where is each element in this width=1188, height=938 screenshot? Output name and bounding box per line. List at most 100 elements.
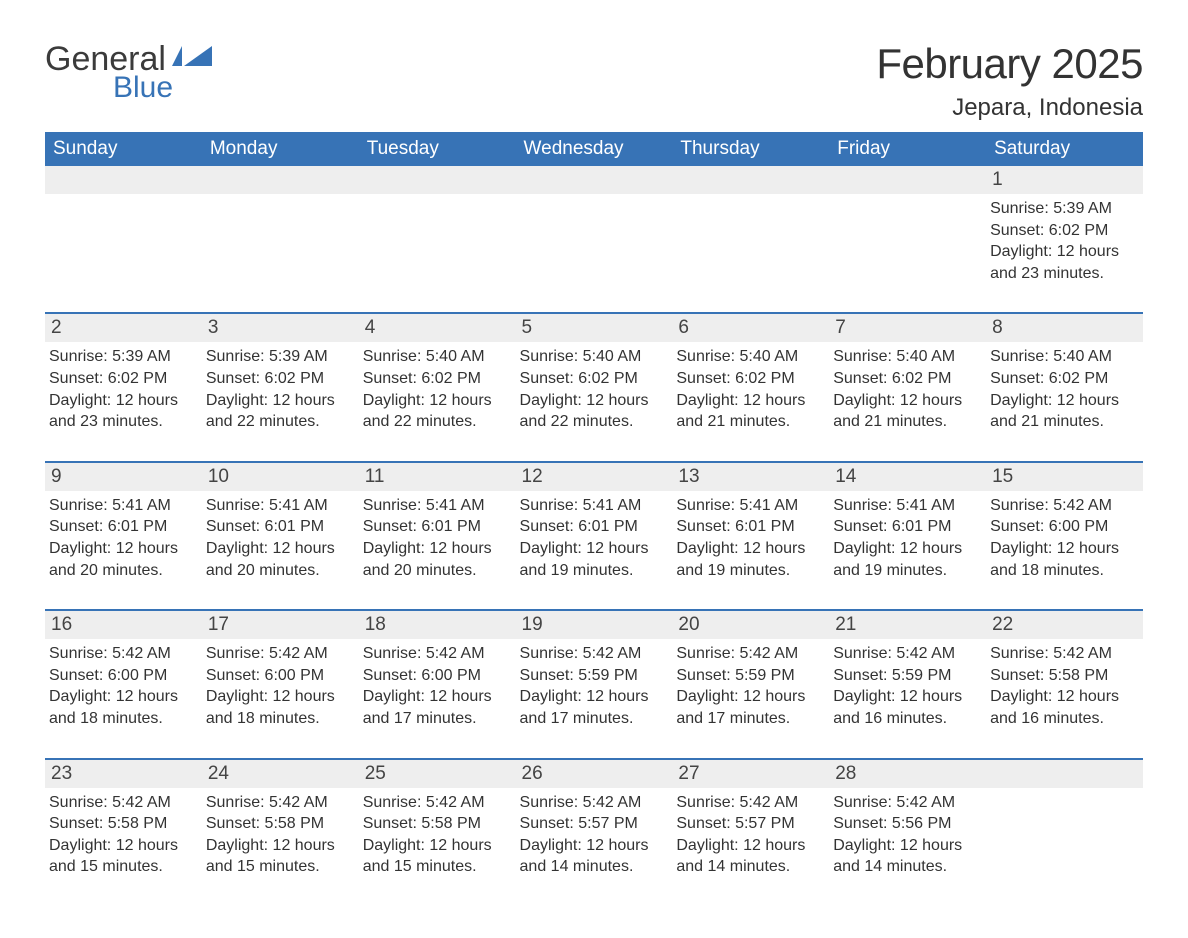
weekday-header: Wednesday bbox=[516, 132, 673, 166]
day-cell-empty bbox=[359, 194, 516, 304]
sunrise-line: Sunrise: 5:40 AM bbox=[520, 346, 667, 368]
sunrise-line: Sunrise: 5:41 AM bbox=[363, 495, 510, 517]
sunrise-line: Sunrise: 5:41 AM bbox=[49, 495, 196, 517]
daylight-line: Daylight: 12 hours and 18 minutes. bbox=[990, 538, 1137, 581]
day-number-empty bbox=[672, 166, 829, 194]
sunset-line: Sunset: 5:58 PM bbox=[49, 813, 196, 835]
day-cell: Sunrise: 5:40 AMSunset: 6:02 PMDaylight:… bbox=[986, 342, 1143, 460]
sunset-line: Sunset: 5:58 PM bbox=[363, 813, 510, 835]
daylight-line: Daylight: 12 hours and 22 minutes. bbox=[363, 390, 510, 433]
sunrise-line: Sunrise: 5:42 AM bbox=[833, 643, 980, 665]
sunrise-line: Sunrise: 5:41 AM bbox=[676, 495, 823, 517]
day-cell: Sunrise: 5:42 AMSunset: 5:58 PMDaylight:… bbox=[359, 788, 516, 898]
day-number: 25 bbox=[359, 760, 516, 788]
day-cell: Sunrise: 5:41 AMSunset: 6:01 PMDaylight:… bbox=[829, 491, 986, 609]
daylight-line: Daylight: 12 hours and 15 minutes. bbox=[49, 835, 196, 878]
day-cell: Sunrise: 5:42 AMSunset: 6:00 PMDaylight:… bbox=[359, 639, 516, 757]
daylight-line: Daylight: 12 hours and 15 minutes. bbox=[206, 835, 353, 878]
day-number: 17 bbox=[202, 611, 359, 639]
day-number: 8 bbox=[986, 314, 1143, 342]
sunset-line: Sunset: 6:02 PM bbox=[833, 368, 980, 390]
day-number-empty bbox=[986, 760, 1143, 788]
calendar-cell: 12Sunrise: 5:41 AMSunset: 6:01 PMDayligh… bbox=[516, 462, 673, 610]
sunset-line: Sunset: 6:01 PM bbox=[363, 516, 510, 538]
sunrise-line: Sunrise: 5:42 AM bbox=[363, 643, 510, 665]
day-cell: Sunrise: 5:42 AMSunset: 5:57 PMDaylight:… bbox=[672, 788, 829, 898]
sunset-line: Sunset: 6:01 PM bbox=[206, 516, 353, 538]
daylight-line: Daylight: 12 hours and 21 minutes. bbox=[676, 390, 823, 433]
day-cell: Sunrise: 5:40 AMSunset: 6:02 PMDaylight:… bbox=[516, 342, 673, 460]
day-cell: Sunrise: 5:41 AMSunset: 6:01 PMDaylight:… bbox=[359, 491, 516, 609]
day-number-empty bbox=[45, 166, 202, 194]
calendar-cell: 11Sunrise: 5:41 AMSunset: 6:01 PMDayligh… bbox=[359, 462, 516, 610]
day-cell: Sunrise: 5:40 AMSunset: 6:02 PMDaylight:… bbox=[359, 342, 516, 460]
sunset-line: Sunset: 6:01 PM bbox=[676, 516, 823, 538]
calendar-cell bbox=[516, 166, 673, 313]
logo: General Blue bbox=[45, 40, 212, 105]
calendar-cell: 3Sunrise: 5:39 AMSunset: 6:02 PMDaylight… bbox=[202, 313, 359, 461]
calendar-cell: 27Sunrise: 5:42 AMSunset: 5:57 PMDayligh… bbox=[672, 759, 829, 898]
calendar-cell bbox=[359, 166, 516, 313]
header: General Blue February 2025 Jepara, Indon… bbox=[45, 40, 1143, 122]
sunrise-line: Sunrise: 5:42 AM bbox=[206, 643, 353, 665]
sunset-line: Sunset: 6:00 PM bbox=[990, 516, 1137, 538]
daylight-line: Daylight: 12 hours and 14 minutes. bbox=[833, 835, 980, 878]
sunset-line: Sunset: 5:59 PM bbox=[833, 665, 980, 687]
weekday-header: Tuesday bbox=[359, 132, 516, 166]
calendar-cell: 26Sunrise: 5:42 AMSunset: 5:57 PMDayligh… bbox=[516, 759, 673, 898]
day-cell: Sunrise: 5:39 AMSunset: 6:02 PMDaylight:… bbox=[45, 342, 202, 460]
day-number: 7 bbox=[829, 314, 986, 342]
day-cell: Sunrise: 5:42 AMSunset: 6:00 PMDaylight:… bbox=[986, 491, 1143, 609]
day-cell: Sunrise: 5:42 AMSunset: 5:59 PMDaylight:… bbox=[829, 639, 986, 757]
calendar-cell: 18Sunrise: 5:42 AMSunset: 6:00 PMDayligh… bbox=[359, 610, 516, 758]
day-number: 15 bbox=[986, 463, 1143, 491]
weekday-header: Saturday bbox=[986, 132, 1143, 166]
sunset-line: Sunset: 6:02 PM bbox=[520, 368, 667, 390]
day-number: 23 bbox=[45, 760, 202, 788]
day-cell: Sunrise: 5:41 AMSunset: 6:01 PMDaylight:… bbox=[516, 491, 673, 609]
sunrise-line: Sunrise: 5:42 AM bbox=[363, 792, 510, 814]
day-number: 4 bbox=[359, 314, 516, 342]
sunset-line: Sunset: 6:02 PM bbox=[990, 368, 1137, 390]
weekday-header: Friday bbox=[829, 132, 986, 166]
sunset-line: Sunset: 5:59 PM bbox=[520, 665, 667, 687]
day-cell: Sunrise: 5:40 AMSunset: 6:02 PMDaylight:… bbox=[829, 342, 986, 460]
day-number: 11 bbox=[359, 463, 516, 491]
calendar-cell: 8Sunrise: 5:40 AMSunset: 6:02 PMDaylight… bbox=[986, 313, 1143, 461]
sunrise-line: Sunrise: 5:42 AM bbox=[990, 495, 1137, 517]
sunrise-line: Sunrise: 5:42 AM bbox=[520, 643, 667, 665]
day-cell: Sunrise: 5:42 AMSunset: 5:56 PMDaylight:… bbox=[829, 788, 986, 898]
calendar-cell: 25Sunrise: 5:42 AMSunset: 5:58 PMDayligh… bbox=[359, 759, 516, 898]
day-cell-empty bbox=[829, 194, 986, 304]
sunrise-line: Sunrise: 5:42 AM bbox=[676, 792, 823, 814]
sunrise-line: Sunrise: 5:42 AM bbox=[676, 643, 823, 665]
daylight-line: Daylight: 12 hours and 18 minutes. bbox=[49, 686, 196, 729]
calendar-cell bbox=[986, 759, 1143, 898]
calendar-cell: 24Sunrise: 5:42 AMSunset: 5:58 PMDayligh… bbox=[202, 759, 359, 898]
calendar-cell: 23Sunrise: 5:42 AMSunset: 5:58 PMDayligh… bbox=[45, 759, 202, 898]
daylight-line: Daylight: 12 hours and 15 minutes. bbox=[363, 835, 510, 878]
day-cell-empty bbox=[986, 788, 1143, 898]
logo-text-blue: Blue bbox=[113, 71, 212, 105]
sunset-line: Sunset: 6:00 PM bbox=[363, 665, 510, 687]
day-number-empty bbox=[829, 166, 986, 194]
location-label: Jepara, Indonesia bbox=[876, 94, 1143, 122]
day-number: 6 bbox=[672, 314, 829, 342]
sunrise-line: Sunrise: 5:39 AM bbox=[206, 346, 353, 368]
daylight-line: Daylight: 12 hours and 19 minutes. bbox=[520, 538, 667, 581]
calendar-cell: 9Sunrise: 5:41 AMSunset: 6:01 PMDaylight… bbox=[45, 462, 202, 610]
sunrise-line: Sunrise: 5:40 AM bbox=[363, 346, 510, 368]
calendar-cell: 6Sunrise: 5:40 AMSunset: 6:02 PMDaylight… bbox=[672, 313, 829, 461]
weekday-header: Thursday bbox=[672, 132, 829, 166]
logo-flag-icon bbox=[172, 46, 212, 75]
calendar-cell: 20Sunrise: 5:42 AMSunset: 5:59 PMDayligh… bbox=[672, 610, 829, 758]
day-cell: Sunrise: 5:41 AMSunset: 6:01 PMDaylight:… bbox=[672, 491, 829, 609]
day-cell: Sunrise: 5:42 AMSunset: 5:58 PMDaylight:… bbox=[45, 788, 202, 898]
weekday-header: Monday bbox=[202, 132, 359, 166]
sunrise-line: Sunrise: 5:39 AM bbox=[990, 198, 1137, 220]
day-number: 28 bbox=[829, 760, 986, 788]
day-number: 12 bbox=[516, 463, 673, 491]
sunset-line: Sunset: 6:02 PM bbox=[990, 220, 1137, 242]
calendar-table: SundayMondayTuesdayWednesdayThursdayFrid… bbox=[45, 132, 1143, 898]
calendar-cell: 7Sunrise: 5:40 AMSunset: 6:02 PMDaylight… bbox=[829, 313, 986, 461]
